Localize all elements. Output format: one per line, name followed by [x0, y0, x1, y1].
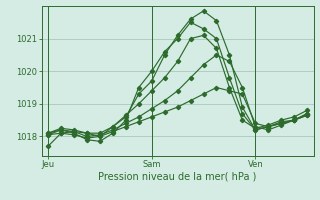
X-axis label: Pression niveau de la mer( hPa ): Pression niveau de la mer( hPa ) [99, 172, 257, 182]
